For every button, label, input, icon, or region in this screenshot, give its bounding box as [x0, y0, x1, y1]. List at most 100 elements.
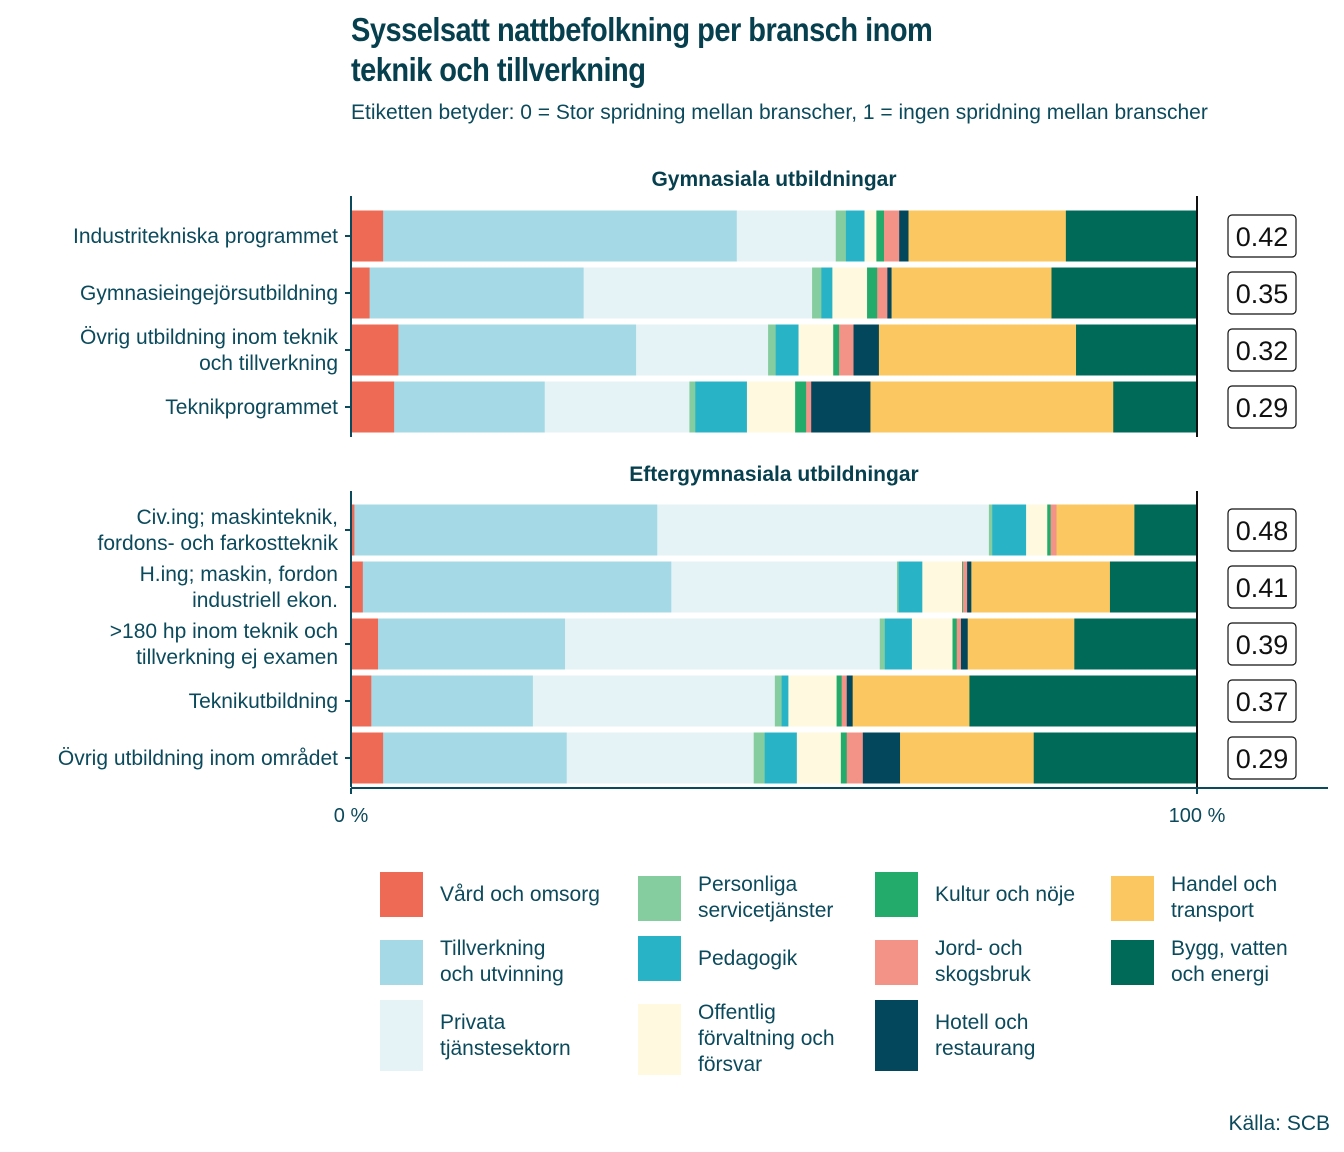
legend-item: Pedagogik — [638, 936, 797, 981]
bar-segment-privata-tjanstesektorn — [532, 675, 776, 727]
index-label-box — [1227, 271, 1297, 315]
bar-segment-bygg-vatten-och-energi — [969, 675, 1198, 727]
index-label-box — [1227, 508, 1297, 552]
legend-label: Vård och omsorg — [440, 882, 600, 906]
bar-segment-offentlig-forvaltning-och-forsvar — [798, 324, 834, 376]
bar-segment-handel-och-transport — [891, 267, 1052, 319]
index-label-box — [1227, 214, 1297, 258]
bar-segment-bygg-vatten-och-energi — [1076, 324, 1198, 376]
bar-segment-offentlig-forvaltning-och-forsvar — [864, 210, 877, 262]
legend-swatch — [875, 939, 918, 985]
legend-label: Bygg, vatten och energi — [1171, 937, 1288, 986]
bar-segment-privata-tjanstesektorn — [671, 561, 898, 613]
x-tick-label: 0 % — [334, 805, 369, 827]
legend-label: Jord- och skogsbruk — [935, 937, 1031, 986]
bar-segment-handel-och-transport — [971, 561, 1111, 613]
panel-title: Gymnasiala utbildningar — [651, 168, 896, 191]
bar-segment-bygg-vatten-och-energi — [1113, 381, 1198, 433]
legend-swatch — [380, 939, 423, 985]
bar-segment-privata-tjanstesektorn — [736, 210, 837, 262]
bar-segment-hotell-och-restaurang — [967, 561, 972, 613]
index-label: 0.48 — [1236, 516, 1289, 546]
bar-segment-bygg-vatten-och-energi — [1051, 267, 1198, 319]
legend-label: Tillverkning och utvinning — [440, 937, 564, 986]
bar-segment-personliga-servicetjanster — [768, 324, 776, 376]
bar-segment-vard-och-omsorg — [351, 210, 384, 262]
bar-segment-kultur-och-noje — [962, 561, 964, 613]
index-label-box — [1227, 679, 1297, 723]
index-label: 0.29 — [1236, 744, 1289, 774]
bar-segment-pedagogik — [775, 324, 799, 376]
legend-label: Offentlig förvaltning och försvar — [698, 1001, 835, 1076]
legend-swatch — [875, 872, 918, 917]
category-label: H.ing; maskin, fordon industriell ekon. — [140, 563, 338, 612]
bar-segment-hotell-och-restaurang — [899, 210, 909, 262]
chart-title-line-2: teknik och tillverkning — [351, 51, 646, 88]
legend-item: Handel och transport — [1111, 872, 1277, 924]
bar-segment-jord-och-skogsbruk — [841, 675, 848, 727]
bar-segment-privata-tjanstesektorn — [566, 732, 754, 784]
bar-segment-tillverkning-och-utvinning — [383, 210, 738, 262]
bar-segment-jord-och-skogsbruk — [806, 381, 812, 433]
index-label: 0.41 — [1236, 573, 1289, 603]
index-label: 0.35 — [1236, 279, 1289, 309]
bar-segment-tillverkning-och-utvinning — [362, 561, 672, 613]
bar-segment-kultur-och-noje — [795, 381, 807, 433]
index-label: 0.39 — [1236, 630, 1289, 660]
bar-segment-handel-och-transport — [852, 675, 970, 727]
index-label-box — [1227, 622, 1297, 666]
bar-segment-jord-och-skogsbruk — [883, 210, 900, 262]
bar-segment-tillverkning-och-utvinning — [378, 618, 566, 670]
bar-segment-kultur-och-noje — [876, 210, 885, 262]
bar-segment-pedagogik — [695, 381, 748, 433]
category-label: Civ.ing; maskinteknik, fordons- och farko… — [98, 506, 339, 555]
bar-segment-tillverkning-och-utvinning — [369, 267, 584, 319]
bar-segment-bygg-vatten-och-energi — [1033, 732, 1198, 784]
bar-segment-hotell-och-restaurang — [887, 267, 892, 319]
bar-segment-handel-och-transport — [878, 324, 1077, 376]
index-label-box — [1227, 385, 1297, 429]
bar-segment-bygg-vatten-och-energi — [1074, 618, 1198, 670]
bar-segment-bygg-vatten-och-energi — [1065, 210, 1198, 262]
category-label: >180 hp inom teknik och tillverkning ej e… — [110, 620, 338, 669]
legend-item: Kultur och nöje — [875, 872, 1075, 917]
bar-segment-personliga-servicetjanster — [753, 732, 765, 784]
legend-item: Tillverkning och utvinning — [380, 936, 564, 988]
bar-segment-pedagogik — [764, 732, 798, 784]
legend-swatch — [875, 1000, 918, 1071]
source-note: Källa: SCB — [1228, 1112, 1330, 1135]
category-label: Teknikprogrammet — [165, 396, 338, 419]
legend-swatch — [380, 1000, 423, 1071]
bar-segment-vard-och-omsorg — [351, 561, 364, 613]
panel-title: Eftergymnasiala utbildningar — [629, 463, 918, 486]
bar-segment-kultur-och-noje — [1047, 504, 1051, 556]
bar-segment-privata-tjanstesektorn — [583, 267, 813, 319]
bar-segment-privata-tjanstesektorn — [565, 618, 881, 670]
bar-segment-jord-och-skogsbruk — [1050, 504, 1057, 556]
bar-segment-handel-och-transport — [900, 732, 1035, 784]
legend-item: Personliga servicetjänster — [638, 872, 833, 924]
bar-segment-jord-och-skogsbruk — [956, 618, 962, 670]
legend-swatch — [1111, 875, 1154, 921]
legend-item: Vård och omsorg — [380, 872, 600, 917]
bar-segment-offentlig-forvaltning-och-forsvar — [796, 732, 842, 784]
bar-segment-offentlig-forvaltning-och-forsvar — [1026, 504, 1048, 556]
bar-segment-offentlig-forvaltning-och-forsvar — [922, 561, 963, 613]
bar-segment-tillverkning-och-utvinning — [383, 732, 568, 784]
index-label: 0.32 — [1236, 336, 1289, 366]
bar-segment-kultur-och-noje — [836, 675, 842, 727]
category-label: Övrig utbildning inom området — [58, 747, 338, 770]
index-label-box — [1227, 328, 1297, 372]
bar-segment-kultur-och-noje — [840, 732, 848, 784]
chart-title: Sysselsatt nattbefolkning per bransch in… — [351, 10, 933, 90]
index-label: 0.37 — [1236, 687, 1289, 717]
bar-segment-pedagogik — [884, 618, 913, 670]
bar-segment-vard-och-omsorg — [351, 504, 355, 556]
bar-segment-handel-och-transport — [908, 210, 1067, 262]
bar-segment-privata-tjanstesektorn — [544, 381, 690, 433]
index-label: 0.42 — [1236, 222, 1289, 252]
category-label: Övrig utbildning inom teknik och tillverk… — [80, 326, 338, 375]
bar-segment-kultur-och-noje — [867, 267, 878, 319]
bar-segment-jord-och-skogsbruk — [846, 732, 864, 784]
legend-item: Hotell och restaurang — [875, 1000, 1035, 1071]
